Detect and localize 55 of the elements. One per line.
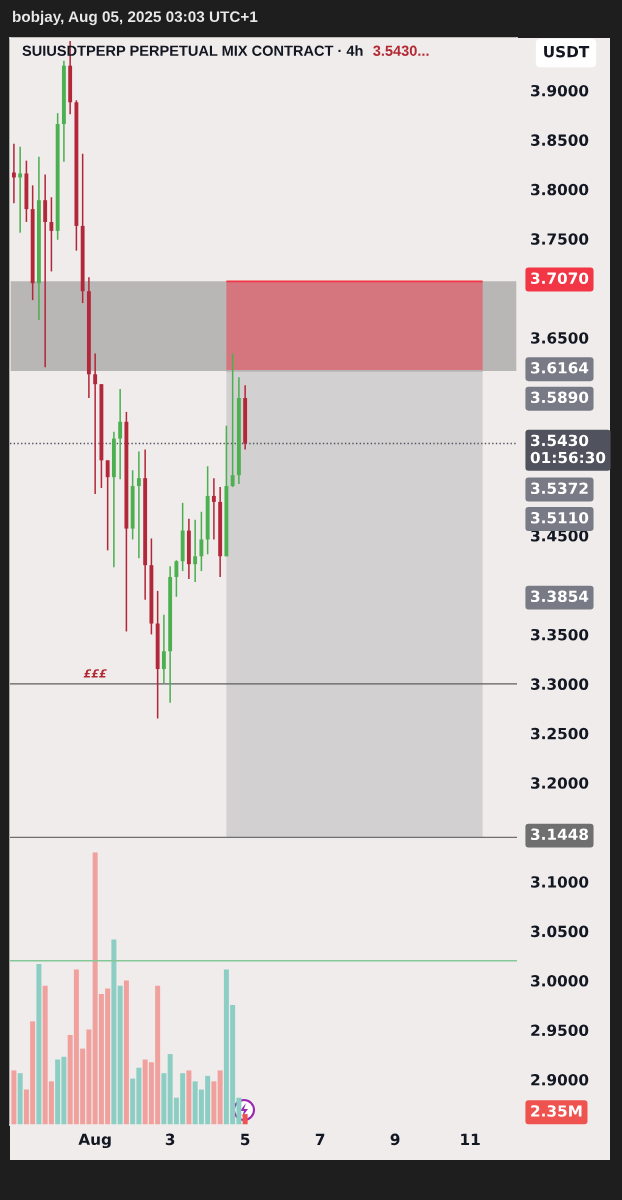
y-tick-label: 3.2000	[531, 777, 589, 789]
bar	[11, 1070, 17, 1125]
text: 3.7070	[531, 272, 589, 284]
bar	[217, 1070, 223, 1125]
y-tick-label: 3.6500	[531, 332, 589, 344]
candlestick	[199, 511, 204, 572]
bar	[36, 964, 42, 1125]
bar	[186, 1070, 192, 1125]
candlestick	[43, 173, 48, 369]
y-tick-label: 3.8500	[531, 134, 589, 146]
x-tick-label: 11	[461, 1133, 480, 1145]
candlestick	[211, 477, 216, 541]
bar	[111, 939, 117, 1125]
y-tick-label: 3.7500	[531, 233, 589, 245]
bar	[211, 1081, 217, 1125]
candlestick	[193, 518, 198, 583]
candlestick	[161, 613, 166, 684]
candlestick	[174, 559, 179, 598]
text: 3.3854	[531, 590, 589, 603]
chart-subtitle: 3.5430...	[373, 45, 429, 56]
candlestick	[230, 352, 235, 488]
bar	[123, 980, 129, 1125]
candlestick	[136, 450, 141, 560]
y-tick-label: 3.2500	[531, 727, 589, 740]
x-tick-label: 9	[390, 1133, 400, 1146]
bar	[17, 1073, 23, 1125]
y-tick-label: 3.8000	[531, 183, 589, 196]
x-tick-label: 5	[241, 1133, 250, 1146]
candlestick	[93, 352, 98, 495]
candlestick	[105, 459, 110, 552]
y-tick-label: 3.9000	[531, 84, 589, 97]
text: 2.35M	[531, 1105, 582, 1117]
text: bobjay, Aug 05, 2025 03:03 UTC+1	[13, 10, 258, 26]
bar	[117, 985, 123, 1125]
candlestick	[118, 388, 123, 480]
y-tick-label: 2.9500	[531, 1024, 589, 1037]
x-tick-label: 7	[315, 1133, 325, 1145]
ref-line-label: 3.1448	[531, 828, 589, 841]
y-tick-label: 3.3500	[531, 628, 589, 641]
y-tick-label: 3.0000	[531, 975, 589, 987]
y-tick-label: 3.1000	[531, 876, 589, 888]
y-tick-label: 2.9000	[531, 1073, 589, 1086]
text: 3.5110	[531, 511, 589, 524]
y-tick-label: 3.0500	[531, 925, 589, 938]
y-axis-title: USDT	[544, 45, 590, 58]
bar	[161, 1073, 167, 1125]
x-tick-label: Aug	[78, 1133, 111, 1149]
x-tick-label: 3	[165, 1133, 175, 1146]
text: 3.5372	[531, 482, 588, 495]
annotation: £££	[83, 669, 107, 678]
y-tick-label: 3.3000	[531, 678, 589, 690]
ref-line-label: 3.5430 01:56:30	[530, 434, 606, 464]
text: 3.5890	[531, 391, 589, 404]
candlestick	[49, 196, 54, 273]
text: 3.6164	[531, 362, 589, 374]
